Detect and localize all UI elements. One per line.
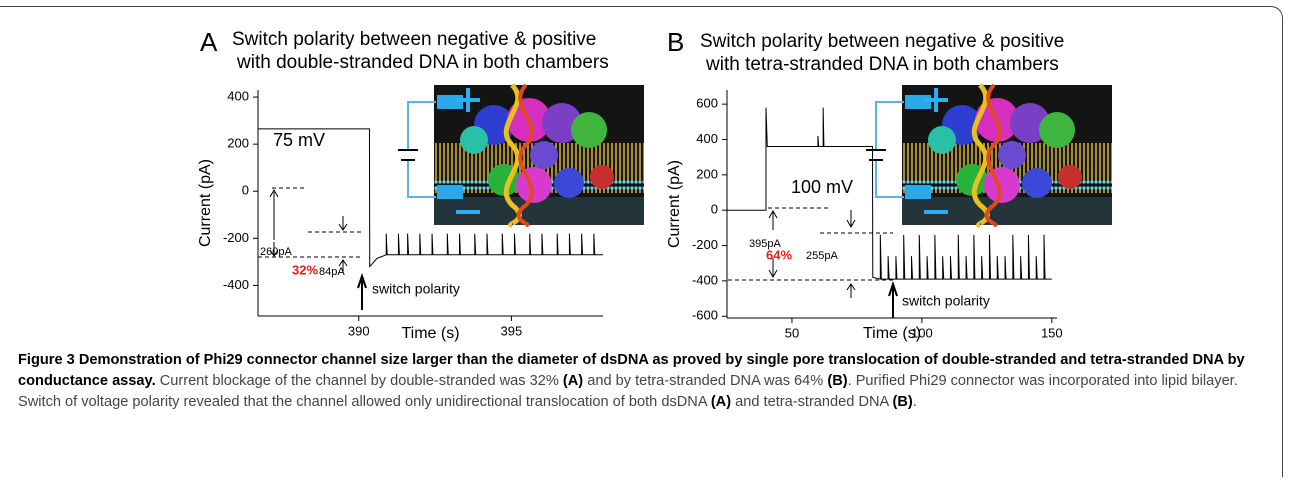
panel-label: B <box>667 27 684 57</box>
figure-caption: Figure 3 Demonstration of Phi29 connecto… <box>18 350 1268 413</box>
pore-illustration <box>434 85 644 225</box>
y-tick-label: 0 <box>711 202 718 217</box>
caption-text: (B) <box>892 394 913 410</box>
annotation: switch polarity <box>372 281 460 297</box>
y-tick-label: -200 <box>692 237 718 252</box>
y-tick-label: -200 <box>223 230 249 245</box>
annotation: switch polarity <box>902 293 990 309</box>
annotation: 32% <box>292 262 318 277</box>
pore-illustration <box>902 85 1112 225</box>
level-guides <box>258 187 362 258</box>
y-tick-label: -400 <box>692 272 718 287</box>
annotation: 75 mV <box>273 130 325 150</box>
x-tick-label: 50 <box>785 325 799 340</box>
current-trace <box>727 107 1052 280</box>
panel-title: Switch polarity between negative & posit… <box>700 31 1064 52</box>
current-trace <box>258 128 603 268</box>
figure: A Switch polarity between negative & posi… <box>197 27 1290 342</box>
y-tick-label: 400 <box>227 89 249 104</box>
y-tick-label: 400 <box>696 131 718 146</box>
level-guides <box>728 207 893 281</box>
x-axis-label: Time (s) <box>863 325 921 342</box>
caption-title: Figure 3 Demonstration of Phi29 connecto… <box>18 352 1245 389</box>
annotation: 100 mV <box>791 177 853 197</box>
x-axis-label: Time (s) <box>401 325 459 342</box>
circuit <box>875 101 904 198</box>
y-tick-label: -400 <box>223 277 249 292</box>
y-axis-label: Current (pA) <box>666 160 683 248</box>
x-tick-label: 100 <box>911 325 933 340</box>
x-tick-label: 390 <box>348 323 370 338</box>
annotation: 395pA <box>749 238 781 250</box>
level-arrows <box>269 188 367 310</box>
y-tick-label: 600 <box>696 96 718 111</box>
battery <box>398 149 418 161</box>
y-tick-label: -600 <box>692 308 718 323</box>
caption-text: and by tetra-stranded DNA was 64% <box>583 373 828 389</box>
annotation: 64% <box>766 247 792 262</box>
caption-text: (A) <box>562 373 584 389</box>
level-arrows <box>768 209 898 318</box>
caption-text: (A) <box>710 394 732 410</box>
caption-text: (B) <box>827 373 848 389</box>
y-tick-label: 200 <box>227 136 249 151</box>
annotation: 255pA <box>806 250 838 262</box>
caption-text: . Purified Phi29 connector was incorpora… <box>18 373 1238 410</box>
figure-frame <box>0 6 1283 477</box>
battery <box>866 149 886 161</box>
panel-title: with double-stranded DNA in both chamber… <box>236 52 609 73</box>
caption-text: Current blockage of the channel by doubl… <box>159 373 563 389</box>
annotation: 260pA <box>260 246 292 258</box>
caption-text: . <box>912 394 917 410</box>
annotation: 84pA <box>319 266 345 278</box>
x-tick-label: 395 <box>501 323 523 338</box>
y-axis-label: Current (pA) <box>197 159 214 247</box>
panel-label: A <box>200 27 218 57</box>
x-tick-label: 150 <box>1041 325 1063 340</box>
y-tick-label: 200 <box>696 166 718 181</box>
panel-title: with tetra-stranded DNA in both chambers <box>705 54 1059 75</box>
y-tick-label: 0 <box>242 183 249 198</box>
panel-title: Switch polarity between negative & posit… <box>232 29 596 50</box>
caption-text: and tetra-stranded DNA <box>731 394 893 410</box>
